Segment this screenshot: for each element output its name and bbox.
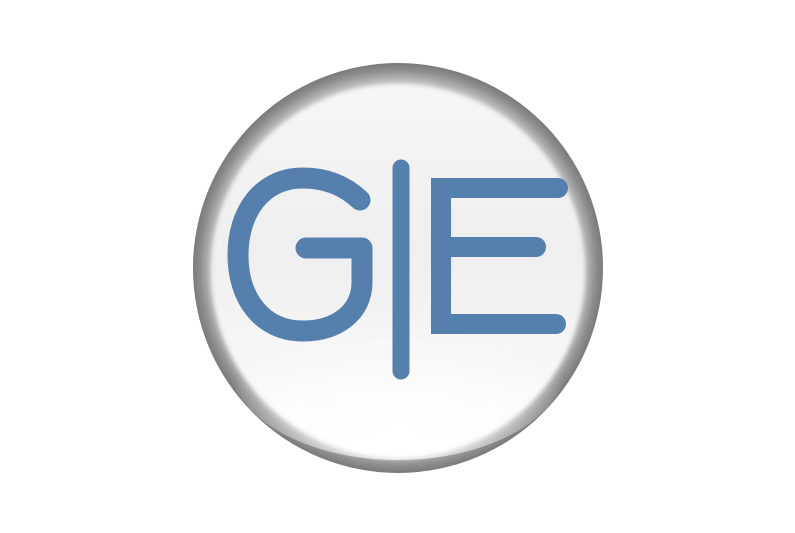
letter-e [431,178,568,334]
letter-g [227,167,373,342]
